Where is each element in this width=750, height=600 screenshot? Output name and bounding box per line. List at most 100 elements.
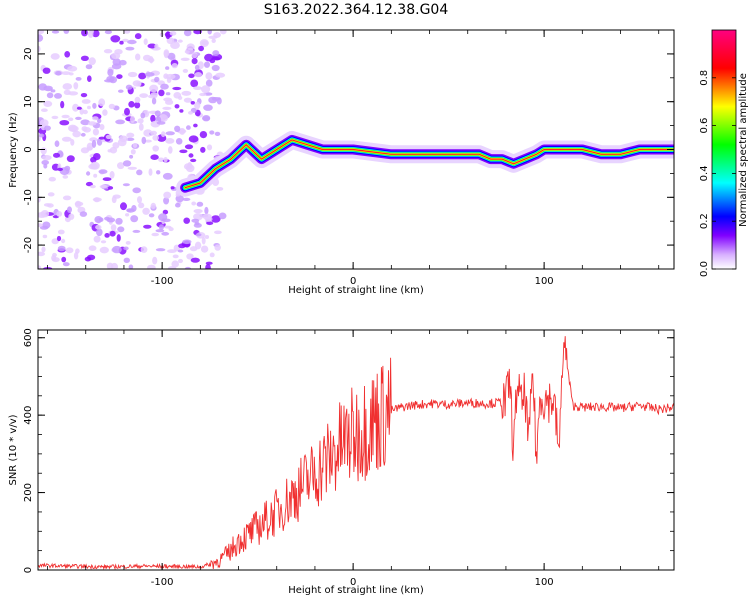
noise-blob — [38, 223, 43, 228]
noise-blob — [115, 119, 125, 125]
noise-blob — [51, 255, 57, 261]
noise-blob — [204, 61, 210, 68]
noise-blob — [169, 31, 177, 36]
noise-blob — [108, 103, 116, 110]
noise-blob — [155, 248, 166, 252]
noise-blob — [212, 50, 220, 57]
noise-blob — [183, 217, 190, 224]
noise-blob — [204, 206, 209, 215]
noise-blob — [54, 140, 60, 147]
noise-blob — [83, 127, 91, 133]
noise-blob — [199, 92, 207, 97]
spectrogram-y-tick-label: 10 — [23, 95, 34, 108]
noise-blob — [72, 103, 79, 112]
noise-blob — [165, 66, 170, 70]
noise-blob — [200, 146, 206, 153]
noise-blob — [148, 168, 153, 176]
noise-blob — [201, 85, 211, 94]
snr-frame — [37, 329, 675, 571]
noise-blob — [183, 97, 192, 103]
noise-blob — [112, 142, 120, 149]
noise-blob — [161, 218, 171, 223]
noise-blob — [158, 224, 164, 231]
noise-blob — [66, 155, 75, 163]
noise-blob — [126, 132, 135, 138]
noise-blob — [122, 183, 130, 187]
noise-blob — [96, 138, 103, 146]
noise-blob — [168, 146, 173, 154]
noise-blob — [163, 191, 172, 199]
snr-x-tick-label: 100 — [535, 577, 554, 588]
noise-blob — [123, 257, 130, 263]
noise-blob — [118, 59, 127, 66]
noise-blob — [38, 34, 44, 42]
noise-blob — [111, 196, 117, 204]
noise-blob — [125, 84, 133, 90]
noise-blob — [75, 77, 82, 81]
noise-blob — [39, 119, 49, 127]
noise-blob — [205, 72, 213, 80]
noise-blob — [127, 39, 137, 45]
noise-blob — [85, 64, 93, 70]
noise-blob — [136, 81, 142, 87]
snr-y-tick-label: 600 — [23, 328, 34, 347]
noise-blob — [81, 99, 91, 104]
noise-blob — [95, 224, 102, 230]
noise-blob — [62, 175, 69, 179]
noise-blob — [210, 215, 221, 223]
noise-blob — [198, 45, 205, 52]
spectrogram-y-tick-label: -20 — [23, 237, 34, 253]
noise-blob — [191, 218, 200, 223]
noise-blob — [141, 136, 147, 145]
noise-blob — [93, 235, 101, 243]
noise-blob — [118, 89, 124, 93]
noise-blob — [76, 106, 82, 110]
noise-blob — [38, 197, 41, 203]
noise-blob — [156, 170, 161, 175]
noise-blob — [91, 139, 97, 148]
noise-blob — [62, 195, 72, 201]
noise-blob — [80, 55, 89, 61]
noise-blob — [155, 229, 165, 233]
noise-blob — [92, 102, 97, 109]
noise-blob — [87, 121, 97, 126]
noise-blob — [79, 108, 84, 115]
noise-blob — [42, 221, 51, 229]
noise-blob — [193, 223, 202, 228]
noise-blob — [125, 46, 135, 51]
noise-blob — [88, 57, 96, 66]
noise-blob — [87, 105, 91, 110]
noise-blob — [188, 111, 193, 115]
noise-blob — [135, 53, 141, 61]
noise-blob — [38, 133, 45, 138]
figure-title: S163.2022.364.12.38.G04 — [264, 2, 449, 18]
noise-blob — [57, 167, 63, 171]
noise-blob — [161, 131, 166, 138]
noise-blob — [123, 246, 129, 251]
noise-blob — [41, 108, 48, 112]
noise-blob — [168, 227, 174, 232]
spectrogram-noise — [38, 30, 227, 269]
noise-blob — [150, 114, 156, 123]
noise-blob — [143, 38, 148, 45]
noise-blob — [147, 264, 156, 269]
colorbar-tick-label: 0.4 — [699, 165, 710, 181]
noise-blob — [152, 145, 159, 152]
noise-blob — [188, 135, 199, 143]
noise-blob — [130, 149, 136, 155]
noise-blob — [172, 86, 182, 91]
noise-blob — [203, 104, 213, 111]
noise-blob — [137, 196, 142, 204]
noise-blob — [134, 96, 141, 103]
noise-blob — [190, 101, 195, 105]
noise-blob — [131, 205, 137, 212]
noise-blob — [179, 149, 188, 154]
noise-blob — [194, 241, 202, 250]
noise-blob — [128, 264, 134, 269]
noise-blob — [43, 100, 53, 107]
noise-blob — [40, 147, 47, 155]
noise-blob — [178, 258, 183, 264]
noise-blob — [193, 213, 203, 221]
noise-blob — [172, 254, 179, 259]
noise-blob — [47, 203, 54, 208]
